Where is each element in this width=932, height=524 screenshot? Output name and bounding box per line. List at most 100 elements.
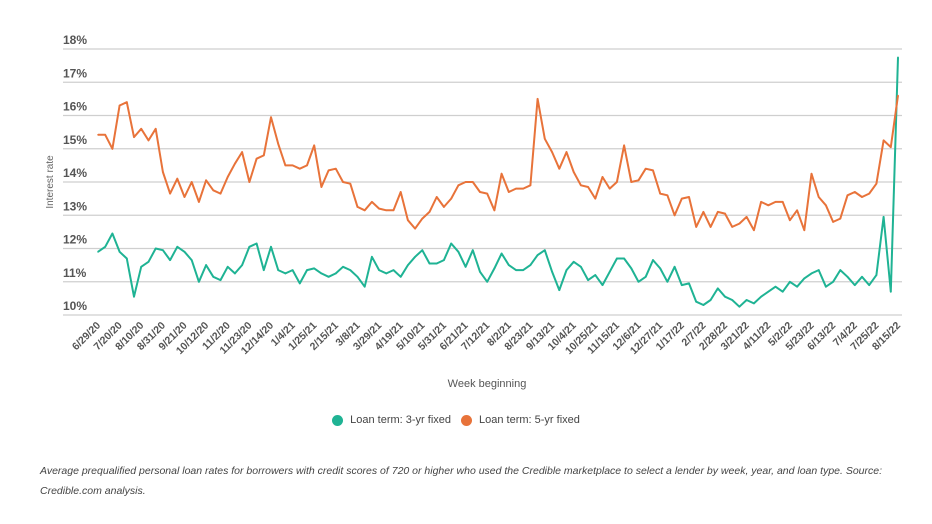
point-3yr	[356, 275, 359, 278]
point-5yr	[414, 227, 416, 230]
point-5yr	[572, 171, 575, 173]
point-3yr	[140, 265, 143, 268]
point-5yr	[825, 204, 827, 207]
point-3yr	[789, 280, 791, 283]
point-5yr	[356, 206, 359, 208]
point-5yr	[262, 154, 265, 157]
point-5yr	[118, 104, 121, 107]
point-3yr	[875, 274, 878, 276]
point-5yr	[335, 167, 337, 170]
point-5yr	[753, 229, 755, 232]
point-5yr	[731, 226, 734, 228]
point-3yr	[680, 284, 683, 286]
point-3yr	[428, 262, 431, 265]
point-5yr	[133, 136, 135, 138]
point-3yr	[226, 265, 229, 268]
point-5yr	[652, 169, 654, 172]
point-5yr	[666, 194, 669, 197]
point-5yr	[226, 176, 229, 178]
point-5yr	[450, 197, 452, 200]
point-5yr	[371, 201, 373, 203]
point-3yr	[817, 269, 820, 271]
chart-caption: Average prequalified personal loan rates…	[40, 465, 883, 497]
point-3yr	[457, 251, 460, 253]
x-axis-label: Week beginning	[448, 378, 527, 390]
point-5yr	[745, 216, 748, 218]
y-tick-label: 14%	[63, 166, 87, 180]
point-5yr	[219, 192, 222, 195]
point-5yr	[313, 144, 316, 147]
point-5yr	[868, 192, 870, 195]
point-3yr	[861, 275, 863, 278]
point-3yr	[277, 269, 279, 271]
point-5yr	[817, 196, 820, 198]
point-3yr	[190, 259, 193, 261]
point-5yr	[789, 219, 791, 222]
point-5yr	[724, 212, 726, 215]
legend-label-3yr: Loan term: 3-yr fixed	[350, 414, 451, 426]
point-3yr	[262, 269, 265, 271]
point-5yr	[111, 147, 114, 150]
point-5yr	[544, 137, 546, 140]
point-5yr	[594, 197, 597, 200]
point-5yr	[536, 98, 539, 100]
point-3yr	[608, 270, 611, 273]
point-3yr	[738, 305, 741, 308]
point-3yr	[515, 269, 517, 271]
legend-marker-3yr	[332, 414, 344, 426]
y-tick-label: 10%	[63, 299, 87, 313]
point-5yr	[659, 192, 661, 195]
point-3yr	[349, 269, 352, 271]
point-5yr	[176, 177, 179, 180]
point-5yr	[623, 144, 625, 147]
point-3yr	[399, 275, 402, 278]
point-5yr	[500, 172, 503, 175]
point-5yr	[767, 204, 770, 207]
point-5yr	[493, 209, 496, 212]
point-3yr	[421, 249, 424, 251]
point-5yr	[508, 191, 510, 193]
point-3yr	[832, 280, 834, 283]
point-5yr	[407, 219, 409, 222]
point-5yr	[277, 142, 279, 145]
point-3yr	[717, 287, 719, 290]
point-5yr	[897, 94, 899, 97]
point-5yr	[392, 209, 395, 212]
point-5yr	[248, 181, 251, 183]
point-5yr	[126, 101, 128, 103]
point-5yr	[299, 167, 301, 170]
point-5yr	[486, 192, 488, 195]
point-3yr	[126, 257, 128, 260]
point-3yr	[162, 249, 164, 251]
point-3yr	[774, 285, 777, 288]
point-3yr	[464, 265, 467, 268]
y-tick-label: 17%	[63, 66, 87, 80]
point-3yr	[594, 274, 597, 276]
point-3yr	[623, 257, 625, 260]
point-3yr	[652, 259, 654, 261]
point-3yr	[767, 290, 770, 293]
point-5yr	[154, 128, 157, 130]
point-5yr	[695, 226, 697, 228]
point-5yr	[861, 196, 863, 198]
point-5yr	[644, 167, 647, 170]
point-5yr	[551, 151, 553, 153]
point-3yr	[450, 242, 452, 245]
point-5yr	[529, 184, 532, 187]
point-5yr	[291, 164, 294, 167]
point-3yr	[284, 272, 287, 275]
point-3yr	[601, 284, 604, 286]
point-3yr	[551, 270, 553, 273]
point-3yr	[810, 272, 813, 275]
point-3yr	[580, 265, 582, 268]
point-3yr	[760, 295, 762, 298]
point-3yr	[724, 295, 726, 298]
point-5yr	[205, 179, 207, 182]
point-3yr	[198, 280, 200, 283]
point-3yr	[205, 264, 207, 266]
point-5yr	[832, 221, 834, 223]
point-3yr	[889, 290, 892, 293]
point-3yr	[111, 232, 114, 235]
point-5yr	[457, 184, 460, 187]
point-5yr	[616, 181, 618, 183]
